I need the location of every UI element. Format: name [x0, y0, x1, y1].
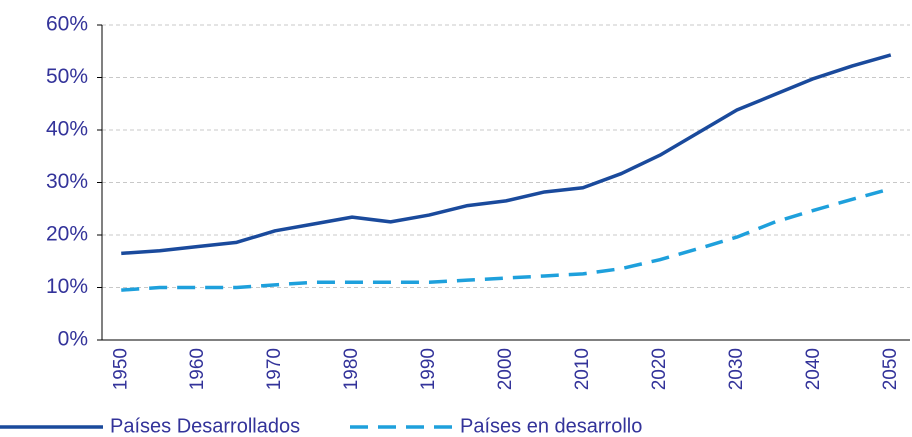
- series-line: [121, 53, 892, 256]
- series-line: [121, 187, 892, 292]
- y-tick-label: 0%: [58, 328, 88, 351]
- y-tick-label: 50%: [46, 65, 88, 88]
- y-tick-label: 60%: [46, 13, 88, 36]
- x-tick-label: 1970: [264, 348, 285, 390]
- x-tick-label: 2050: [880, 348, 901, 390]
- x-tick-label: 1990: [418, 348, 439, 390]
- x-tick-label: 1980: [341, 348, 362, 390]
- y-tick-label: 40%: [46, 118, 88, 141]
- x-tick-label: 2020: [649, 348, 670, 390]
- y-tick-label: 30%: [46, 170, 88, 193]
- x-tick-label: 1950: [110, 348, 131, 390]
- legend-label: Países en desarrollo: [460, 415, 642, 437]
- x-tick-label: 2030: [726, 348, 747, 390]
- x-tick-label: 2000: [495, 348, 516, 390]
- y-tick-label: 10%: [46, 275, 88, 298]
- legend-label: Países Desarrollados: [110, 415, 300, 437]
- x-tick-label: 2040: [803, 348, 824, 390]
- x-tick-label: 2010: [572, 348, 593, 390]
- y-tick-label: 20%: [46, 223, 88, 246]
- x-tick-label: 1960: [187, 348, 208, 390]
